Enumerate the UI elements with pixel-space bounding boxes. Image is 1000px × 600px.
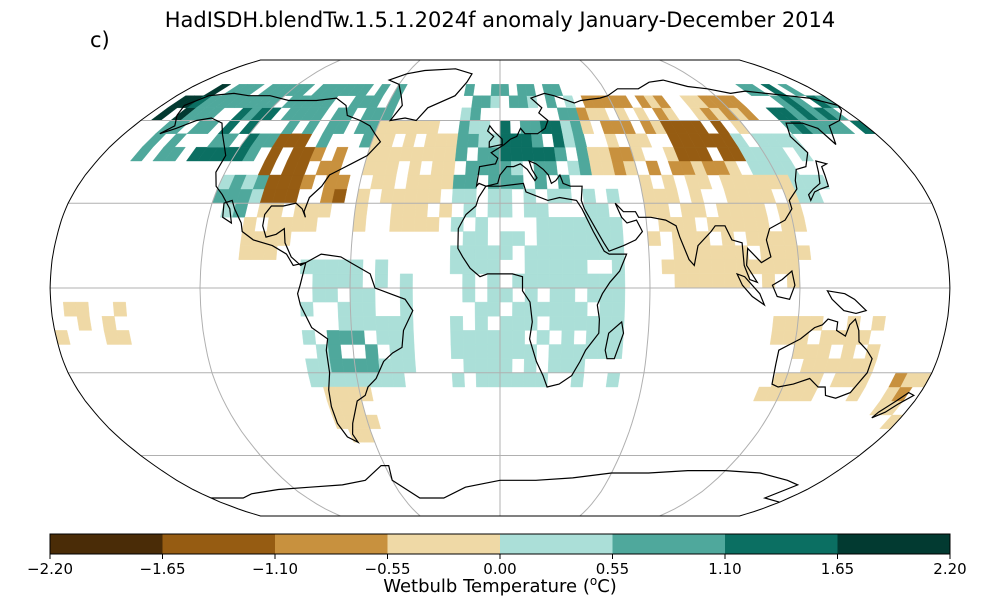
colorbar-tick-label: −0.55: [365, 560, 411, 578]
coastline: [735, 272, 766, 307]
grid-cell: [810, 174, 831, 190]
grid-cell: [292, 160, 310, 176]
coastline: [486, 124, 503, 148]
grid-cell: [449, 316, 464, 331]
colorbar-tick-label: 0.55: [596, 560, 629, 578]
coastline: [159, 92, 382, 267]
grid-cell: [661, 174, 677, 190]
grid-cell: [292, 84, 316, 96]
coastline: [475, 79, 843, 284]
grid-cell: [741, 174, 760, 190]
grid-cell: [176, 95, 205, 108]
coastline: [826, 290, 868, 315]
colorbar-tick-label: 0.00: [483, 560, 516, 578]
grid-cell: [809, 316, 824, 331]
grid-cell: [550, 84, 564, 96]
colorbar-segment: [387, 534, 501, 554]
colorbar-tick-label: 2.20: [933, 560, 966, 578]
colorbar-label: Wetbulb Temperature (oC): [383, 574, 617, 597]
grid-cell: [645, 160, 662, 176]
map-title: HadISDH.blendTw.1.5.1.2024f anomaly Janu…: [164, 8, 836, 32]
grid-cell: [373, 84, 391, 96]
grid-cell: [652, 95, 672, 108]
coastline: [771, 269, 796, 301]
colorbar-boxes: [50, 534, 951, 554]
colorbar-segment: [275, 534, 388, 554]
coastline: [457, 182, 628, 388]
grid-cell: [524, 84, 537, 96]
coastline: [296, 253, 414, 444]
globe-outline: [49, 59, 951, 517]
colorbar-tick-label: −1.10: [252, 560, 298, 578]
coastline: [604, 320, 625, 360]
colorbar-segment: [50, 534, 163, 554]
colorbar-tick-label: −2.20: [27, 560, 73, 578]
coastlines: [159, 68, 916, 503]
grid-cell: [355, 84, 375, 96]
grid-cell: [864, 344, 881, 359]
grid-cell: [870, 316, 886, 331]
grid-cell: [616, 95, 634, 108]
graticule: [50, 60, 950, 516]
colorbar-segment: [500, 534, 613, 554]
colorbar-segment: [162, 534, 276, 554]
colorbar-tick-label: −1.65: [140, 560, 186, 578]
world-map: [49, 59, 951, 517]
grid-cell: [112, 301, 128, 317]
colorbar-ticks: −2.20 −1.65 −1.10 −0.55 0.00 0.55 1.10 1.65 2.20: [27, 554, 967, 578]
grid-cell: [723, 95, 748, 108]
grid-cell: [512, 231, 525, 246]
grid-cell: [240, 174, 259, 190]
grid-cell: [463, 84, 476, 96]
grid-cell: [163, 147, 186, 162]
coastline: [771, 317, 873, 399]
coastline: [211, 465, 800, 503]
coastline: [807, 160, 830, 202]
anomaly-grid: [54, 84, 933, 443]
grid-cell: [374, 259, 389, 275]
colorbar-tick-label: 1.10: [708, 560, 741, 578]
colorbar-tick-label: 1.65: [821, 560, 854, 578]
grid-cell: [326, 160, 344, 176]
colorbar-segment: [725, 534, 838, 554]
grid-cell: [301, 330, 317, 345]
grid-cell: [695, 174, 713, 190]
colorbar-segment: [612, 534, 726, 554]
coastline: [871, 391, 916, 419]
grid-cell: [776, 84, 807, 96]
grid-cell: [75, 301, 90, 317]
grid-cell: [334, 174, 351, 190]
coastline: [387, 68, 473, 122]
grid-cell: [116, 330, 132, 345]
grid-cell: [257, 160, 277, 176]
panel-label: c): [90, 28, 110, 52]
colorbar-segment: [837, 534, 951, 554]
